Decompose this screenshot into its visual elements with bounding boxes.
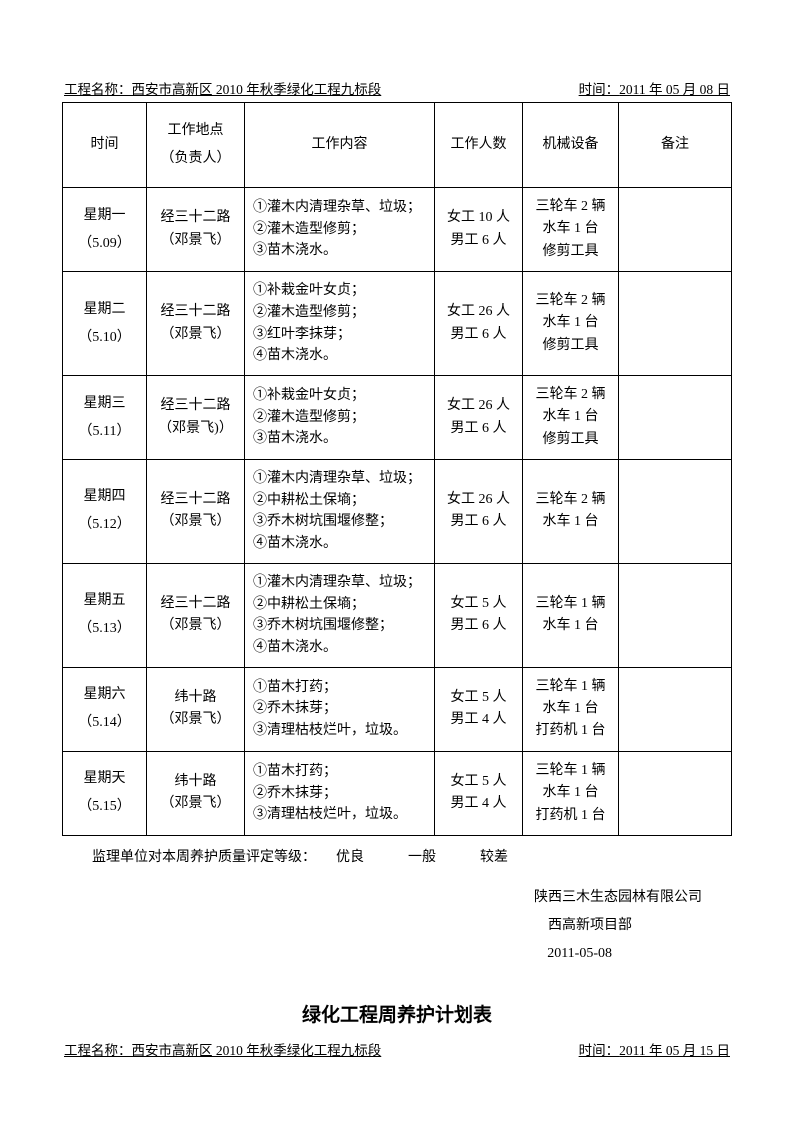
cell-time: 星期六（5.14） [63, 667, 147, 751]
table-row: 星期六（5.14）纬十路（邓景飞）①苗木打药；②乔木抹芽；③清理枯枝烂叶，垃圾。… [63, 667, 732, 751]
cell-time: 星期五（5.13） [63, 563, 147, 667]
cell-remark [619, 667, 732, 751]
table-row: 星期天（5.15）纬十路（邓景飞）①苗木打药；②乔木抹芽；③清理枯枝烂叶，垃圾。… [63, 751, 732, 835]
page-title-2: 绿化工程周养护计划表 [62, 1000, 732, 1027]
cell-workers: 女工 10 人男工 6 人 [435, 188, 523, 272]
cell-time: 星期一（5.09） [63, 188, 147, 272]
signature-date: 2011-05-08 [62, 940, 702, 968]
signature-block: 陕西三木生态园林有限公司 西高新项目部 2011-05-08 [62, 884, 732, 968]
cell-time: 星期天（5.15） [63, 751, 147, 835]
cell-remark [619, 460, 732, 564]
col-time: 时间 [63, 103, 147, 188]
cell-workers: 女工 5 人男工 6 人 [435, 563, 523, 667]
cell-location: 经三十二路（邓景飞） [147, 188, 245, 272]
signature-company: 陕西三木生态园林有限公司 [62, 884, 702, 912]
rating-label: 监理单位对本周养护质量评定等级： [92, 846, 316, 866]
table-row: 星期四（5.12）经三十二路（邓景飞）①灌木内清理杂草、垃圾；②中耕松土保墒；③… [63, 460, 732, 564]
time-info: 时间：2011 年 05 月 08 日 [579, 78, 730, 98]
table-row: 星期三（5.11）经三十二路（邓景飞)）①补栽金叶女贞；②灌木造型修剪；③苗木浇… [63, 375, 732, 459]
cell-location: 经三十二路（邓景飞)） [147, 375, 245, 459]
project-label: 工程名称： [64, 82, 132, 97]
col-location: 工作地点（负责人） [147, 103, 245, 188]
table-row: 星期五（5.13）经三十二路（邓景飞）①灌木内清理杂草、垃圾；②中耕松土保墒；③… [63, 563, 732, 667]
project-name: 西安市高新区 2010 年秋季绿化工程九标段 [132, 82, 382, 97]
col-remark: 备注 [619, 103, 732, 188]
col-workers: 工作人数 [435, 103, 523, 188]
cell-remark [619, 188, 732, 272]
rating-opt-2: 一般 [408, 846, 436, 866]
cell-equipment: 三轮车 1 辆水车 1 台 [523, 563, 619, 667]
cell-workers: 女工 26 人男工 6 人 [435, 460, 523, 564]
cell-content: ①苗木打药；②乔木抹芽；③清理枯枝烂叶，垃圾。 [245, 751, 435, 835]
cell-equipment: 三轮车 2 辆水车 1 台修剪工具 [523, 272, 619, 376]
cell-equipment: 三轮车 2 辆水车 1 台修剪工具 [523, 375, 619, 459]
time-label: 时间： [579, 82, 620, 97]
cell-equipment: 三轮车 2 辆水车 1 台修剪工具 [523, 188, 619, 272]
rating-opt-3: 较差 [480, 846, 508, 866]
cell-remark [619, 563, 732, 667]
cell-workers: 女工 26 人男工 6 人 [435, 375, 523, 459]
cell-content: ①补栽金叶女贞；②灌木造型修剪；③苗木浇水。 [245, 375, 435, 459]
signature-dept: 西高新项目部 [62, 912, 702, 940]
rating-line: 监理单位对本周养护质量评定等级： 优良 一般 较差 [62, 846, 732, 866]
time-label-2: 时间： [579, 1043, 620, 1058]
cell-workers: 女工 5 人男工 4 人 [435, 751, 523, 835]
time-value-2: 2011 年 05 月 15 日 [619, 1043, 730, 1058]
rating-opt-1: 优良 [336, 846, 364, 866]
table-header-row: 时间 工作地点（负责人） 工作内容 工作人数 机械设备 备注 [63, 103, 732, 188]
cell-workers: 女工 26 人男工 6 人 [435, 272, 523, 376]
project-label-2: 工程名称： [64, 1043, 132, 1058]
cell-location: 经三十二路（邓景飞） [147, 272, 245, 376]
cell-remark [619, 375, 732, 459]
header-line-2: 工程名称：西安市高新区 2010 年秋季绿化工程九标段 时间：2011 年 05… [62, 1039, 732, 1059]
cell-equipment: 三轮车 2 辆水车 1 台 [523, 460, 619, 564]
cell-remark [619, 272, 732, 376]
table-row: 星期二（5.10）经三十二路（邓景飞）①补栽金叶女贞；②灌木造型修剪；③红叶李抹… [63, 272, 732, 376]
col-content: 工作内容 [245, 103, 435, 188]
cell-time: 星期二（5.10） [63, 272, 147, 376]
cell-content: ①灌木内清理杂草、垃圾；②中耕松土保墒；③乔木树坑围堰修整；④苗木浇水。 [245, 460, 435, 564]
cell-location: 经三十二路（邓景飞） [147, 563, 245, 667]
cell-time: 星期四（5.12） [63, 460, 147, 564]
col-equipment: 机械设备 [523, 103, 619, 188]
cell-content: ①苗木打药；②乔木抹芽；③清理枯枝烂叶，垃圾。 [245, 667, 435, 751]
cell-content: ①补栽金叶女贞；②灌木造型修剪；③红叶李抹芽；④苗木浇水。 [245, 272, 435, 376]
cell-location: 纬十路（邓景飞） [147, 667, 245, 751]
cell-equipment: 三轮车 1 辆水车 1 台打药机 1 台 [523, 667, 619, 751]
schedule-table: 时间 工作地点（负责人） 工作内容 工作人数 机械设备 备注 星期一（5.09）… [62, 102, 732, 836]
cell-location: 经三十二路（邓景飞） [147, 460, 245, 564]
project-info: 工程名称：西安市高新区 2010 年秋季绿化工程九标段 [64, 78, 381, 98]
cell-location: 纬十路（邓景飞） [147, 751, 245, 835]
cell-time: 星期三（5.11） [63, 375, 147, 459]
cell-remark [619, 751, 732, 835]
time-info-2: 时间：2011 年 05 月 15 日 [579, 1039, 730, 1059]
table-row: 星期一（5.09）经三十二路（邓景飞）①灌木内清理杂草、垃圾；②灌木造型修剪；③… [63, 188, 732, 272]
project-name-2: 西安市高新区 2010 年秋季绿化工程九标段 [132, 1043, 382, 1058]
cell-content: ①灌木内清理杂草、垃圾；②中耕松土保墒；③乔木树坑围堰修整；④苗木浇水。 [245, 563, 435, 667]
project-info-2: 工程名称：西安市高新区 2010 年秋季绿化工程九标段 [64, 1039, 381, 1059]
cell-content: ①灌木内清理杂草、垃圾；②灌木造型修剪；③苗木浇水。 [245, 188, 435, 272]
time-value: 2011 年 05 月 08 日 [619, 82, 730, 97]
cell-workers: 女工 5 人男工 4 人 [435, 667, 523, 751]
cell-equipment: 三轮车 1 辆水车 1 台打药机 1 台 [523, 751, 619, 835]
header-line-1: 工程名称：西安市高新区 2010 年秋季绿化工程九标段 时间：2011 年 05… [62, 78, 732, 98]
